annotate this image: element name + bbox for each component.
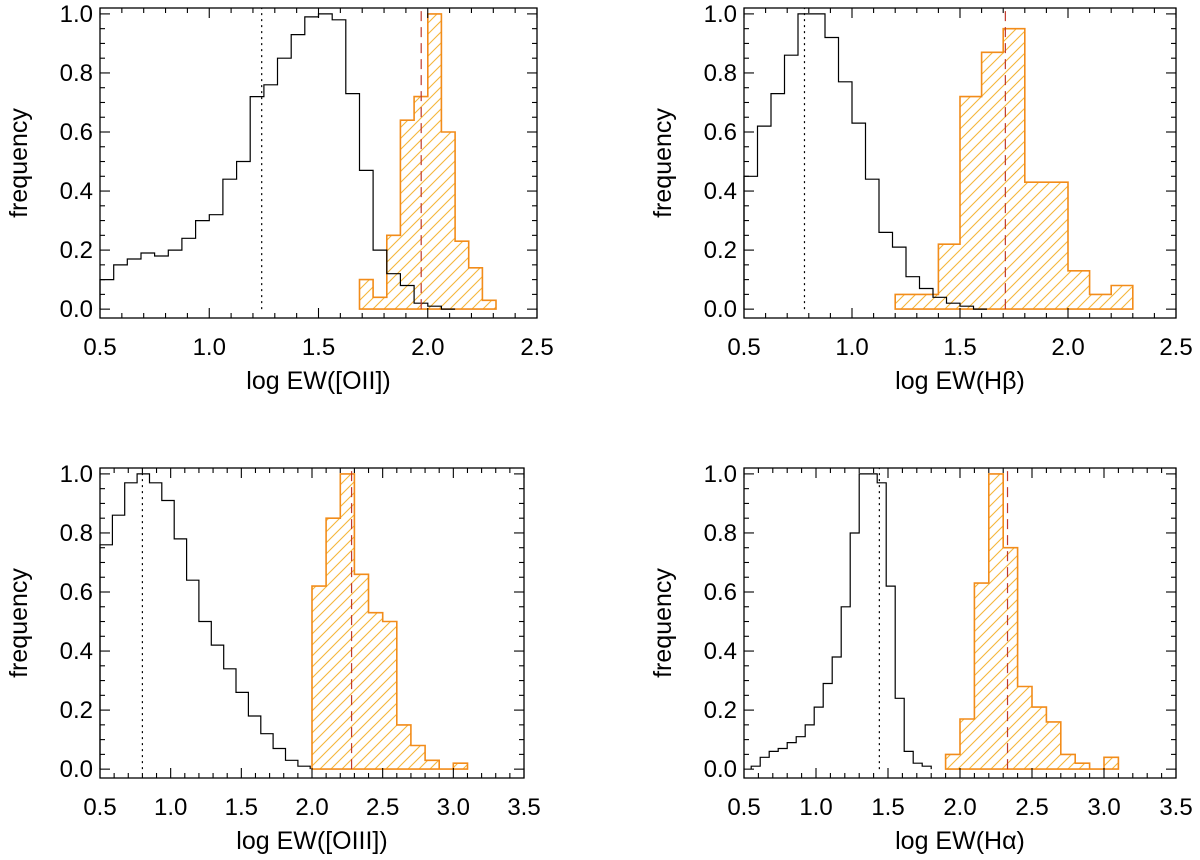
- halpha-xtick-label: 2.5: [1015, 794, 1048, 821]
- oiii-ylabel: frequency: [5, 568, 33, 678]
- oii-ytick-label: 1.0: [60, 1, 93, 28]
- halpha-ytick-label: 0.0: [704, 756, 737, 783]
- hbeta-xtick-label: 2.0: [1051, 334, 1084, 361]
- oiii-xtick-label: 2.0: [295, 794, 328, 821]
- oiii-ytick-label: 1.0: [60, 461, 93, 488]
- halpha-xlabel: log EW(Hα): [895, 827, 1025, 855]
- halpha-xtick-label: 1.0: [799, 794, 832, 821]
- halpha-ytick-label: 0.4: [704, 638, 737, 665]
- hbeta-xlabel: log EW(Hβ): [895, 367, 1025, 395]
- oii-reference-histogram: [99, 13, 456, 310]
- hbeta-ticks: 0.5 1.0 1.5 2.0 2.5 0.0 0.2 0.4 0.6 0.8 1.0: [704, 1, 1193, 361]
- panel-halpha: 0.5 1.0 1.5 2.0 2.5 3.0 3.50.00.20.40.60.81.0 …: [649, 461, 1193, 855]
- oii-ytick-label: 0.6: [60, 119, 93, 146]
- hbeta-sample-histogram: [894, 27, 1134, 310]
- oii-ytick-label: 0.8: [60, 60, 93, 87]
- halpha-xtick-label: 1.5: [871, 794, 904, 821]
- oiii-xtick-label: 1.0: [154, 794, 187, 821]
- panel-oiii: 0.5 1.0 1.5 2.0 2.5 3.0 3.50.00.20.40.60.81.0 …: [5, 461, 541, 855]
- oiii-ytick-label: 0.0: [60, 756, 93, 783]
- oiii-ytick-label: 0.2: [60, 697, 93, 724]
- oii-xlabel: log EW([OII]): [246, 367, 390, 395]
- oii-plot-area: [99, 8, 497, 310]
- oii-xtick-label: 0.5: [83, 334, 116, 361]
- halpha-sample-histogram: [944, 473, 1120, 770]
- halpha-ytick-label: 0.8: [704, 520, 737, 547]
- oii-ytick-label: 0.0: [60, 296, 93, 323]
- oii-xtick-label: 2.0: [411, 334, 444, 361]
- halpha-ytick-label: 0.2: [704, 697, 737, 724]
- hbeta-ylabel: frequency: [649, 108, 677, 218]
- halpha-xtick-label: 3.5: [1159, 794, 1192, 821]
- halpha-xtick-label: 2.0: [943, 794, 976, 821]
- hbeta-xtick-label: 1.0: [835, 334, 868, 361]
- halpha-xtick-label: 0.5: [727, 794, 760, 821]
- oiii-plot-area: [99, 468, 469, 770]
- halpha-ytick-label: 1.0: [704, 461, 737, 488]
- oii-ytick-label: 0.4: [60, 178, 93, 205]
- hbeta-ytick-label: 0.2: [704, 237, 737, 264]
- oiii-xtick-label: 0.5: [83, 794, 116, 821]
- oiii-xtick-label: 2.5: [366, 794, 399, 821]
- halpha-reference-histogram: [750, 473, 932, 770]
- halpha-plot-area: [750, 468, 1120, 770]
- oii-xtick-label: 1.0: [193, 334, 226, 361]
- halpha-xtick-label: 3.0: [1087, 794, 1120, 821]
- hbeta-reference-histogram: [743, 13, 987, 310]
- halpha-ytick-label: 0.6: [704, 579, 737, 606]
- panel-oii: 0.5 1.0 1.5 2.0 2.5 0.0 0.2 0.4 0.6 0.8 1.0 log EW…: [5, 1, 554, 395]
- hbeta-ytick-label: 1.0: [704, 1, 737, 28]
- oii-ylabel: frequency: [5, 108, 33, 218]
- hbeta-ytick-label: 0.4: [704, 178, 737, 205]
- oiii-xtick-label: 3.5: [507, 794, 540, 821]
- hbeta-xtick-label: 0.5: [727, 334, 760, 361]
- hbeta-xtick-label: 2.5: [1159, 334, 1192, 361]
- oii-xtick-label: 2.5: [520, 334, 553, 361]
- oii-ticks: 0.5 1.0 1.5 2.0 2.5 0.0 0.2 0.4 0.6 0.8 1.0: [60, 1, 554, 361]
- oii-sample-histogram: [358, 13, 497, 310]
- oii-xtick-label: 1.5: [302, 334, 335, 361]
- oiii-xtick-label: 3.0: [437, 794, 470, 821]
- hbeta-plot-area: [743, 8, 1134, 310]
- halpha-ylabel: frequency: [649, 568, 677, 678]
- oiii-ticks: 0.5 1.0 1.5 2.0 2.5 3.0 3.5 0.0 0.2 0.4 0.6 0.8 1.0: [60, 461, 541, 821]
- oiii-xtick-label: 1.5: [225, 794, 258, 821]
- oiii-ytick-label: 0.8: [60, 520, 93, 547]
- oii-ytick-label: 0.2: [60, 237, 93, 264]
- oiii-ytick-label: 0.4: [60, 638, 93, 665]
- oiii-ytick-label: 0.6: [60, 579, 93, 606]
- hbeta-ytick-label: 0.0: [704, 296, 737, 323]
- hbeta-xtick-label: 1.5: [943, 334, 976, 361]
- hbeta-ytick-label: 0.8: [704, 60, 737, 87]
- oiii-sample-histogram: [311, 473, 469, 770]
- halpha-ticks: 0.5 1.0 1.5 2.0 2.5 3.0 3.5 0.0 0.2 0.4 0.6 0.8 1.0: [704, 461, 1193, 821]
- hbeta-ytick-label: 0.6: [704, 119, 737, 146]
- oiii-reference-histogram: [99, 473, 311, 770]
- oiii-xlabel: log EW([OIII]): [236, 827, 387, 855]
- panel-hbeta: 0.5 1.0 1.5 2.0 2.5 0.0 0.2 0.4 0.6 0.8 1.0 log EW…: [649, 1, 1193, 395]
